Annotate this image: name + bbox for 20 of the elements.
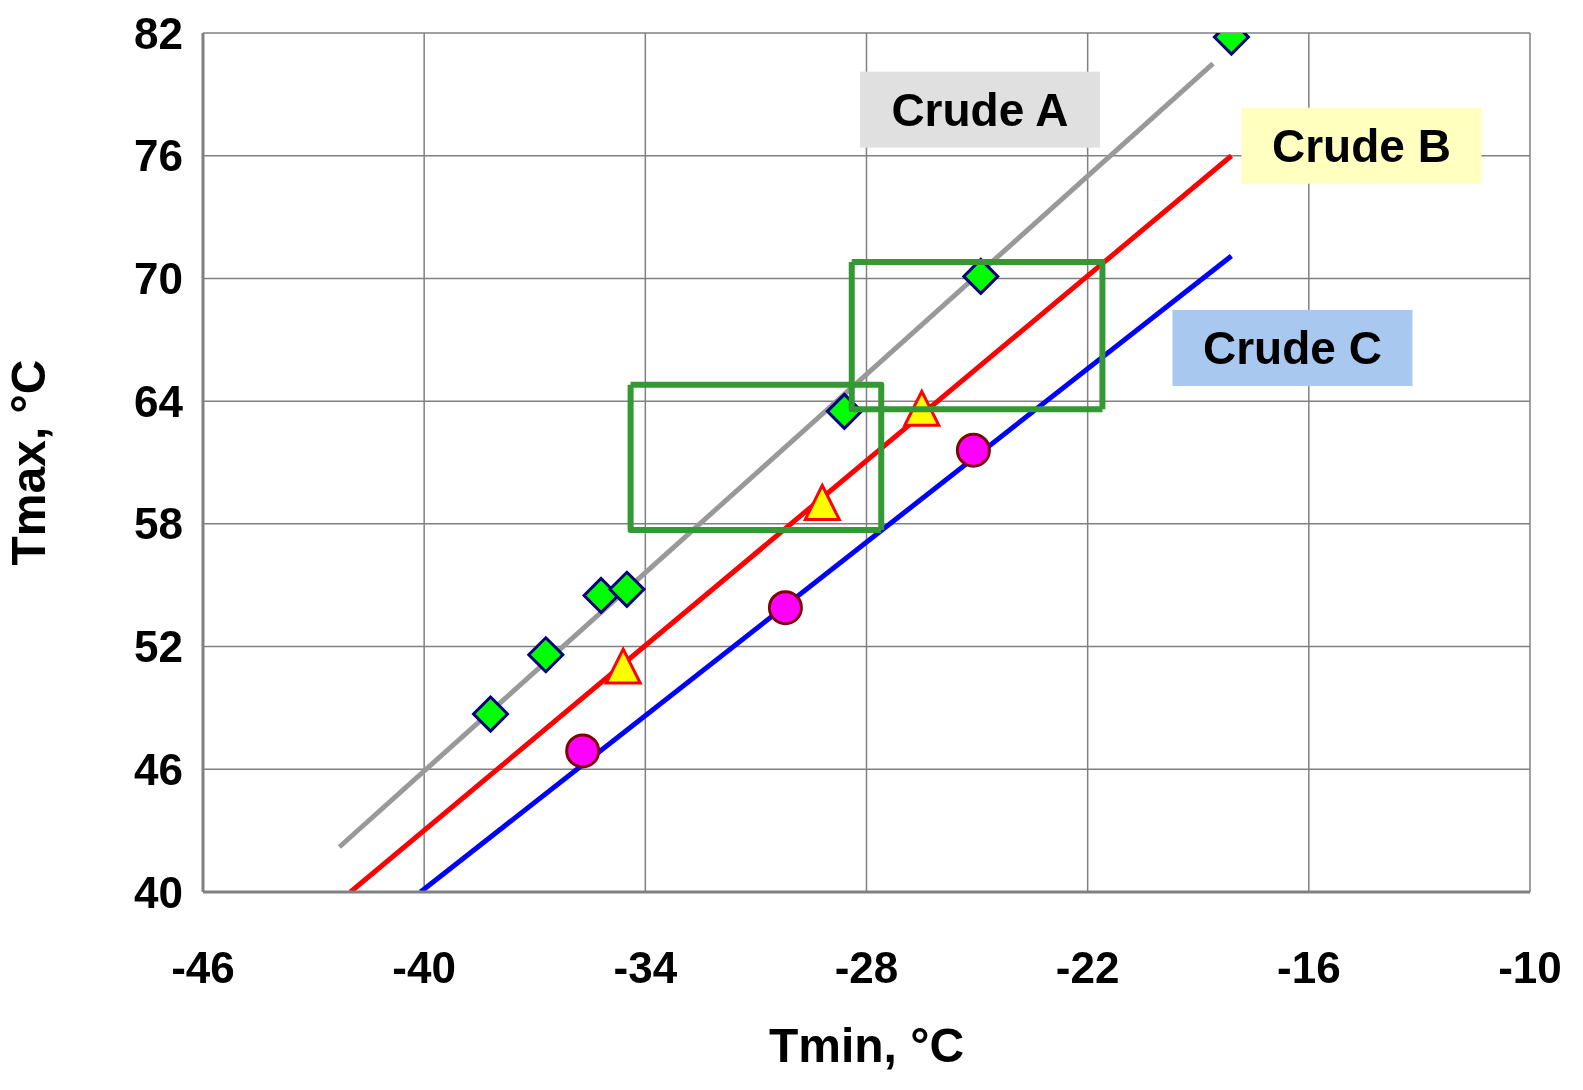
y-tick-label: 70 xyxy=(134,254,183,304)
y-axis-title: Tmax, °C xyxy=(2,359,56,566)
x-tick-label: -28 xyxy=(834,943,899,993)
y-tick-label: 82 xyxy=(134,8,183,58)
x-tick-label: -34 xyxy=(613,943,678,993)
y-tick-label: 40 xyxy=(134,867,183,917)
x-tick-label: -22 xyxy=(1055,943,1120,993)
series-label: Crude B xyxy=(1271,119,1451,172)
x-tick-label: -46 xyxy=(171,943,235,993)
x-tick-label: -10 xyxy=(1498,943,1562,993)
series-label: Crude C xyxy=(1202,321,1382,374)
series-label: Crude A xyxy=(891,83,1069,136)
x-tick-label: -16 xyxy=(1277,943,1341,993)
y-tick-label: 76 xyxy=(134,131,183,181)
y-tick-label: 46 xyxy=(134,744,183,794)
y-tick-label: 58 xyxy=(134,499,183,549)
y-tick-label: 52 xyxy=(134,622,183,672)
x-axis-title: Tmin, °C xyxy=(768,1019,965,1072)
y-tick-label: 64 xyxy=(134,376,184,426)
x-tick-label: -40 xyxy=(392,943,456,993)
